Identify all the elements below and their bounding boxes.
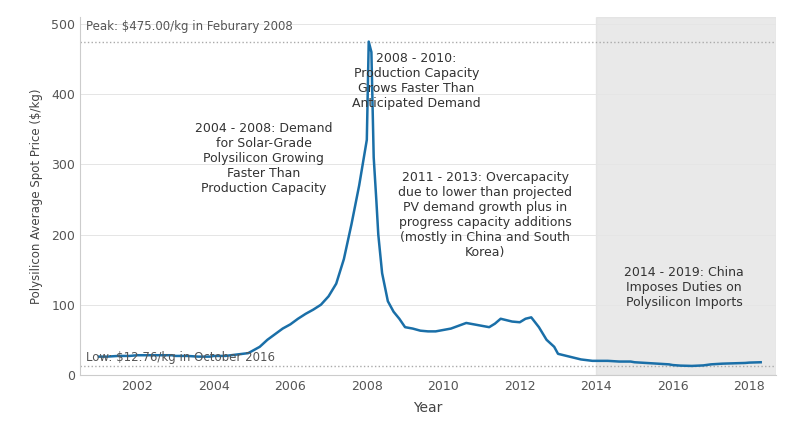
Bar	[596, 17, 776, 375]
Y-axis label: Polysilicon Average Spot Price ($/kg): Polysilicon Average Spot Price ($/kg)	[30, 88, 43, 304]
Text: 2004 - 2008: Demand
for Solar-Grade
Polysilicon Growing
Faster Than
Production C: 2004 - 2008: Demand for Solar-Grade Poly…	[195, 122, 332, 195]
Text: 2014 - 2019: China
Imposes Duties on
Polysilicon Imports: 2014 - 2019: China Imposes Duties on Pol…	[624, 266, 744, 309]
Text: Peak: $475.00/kg in Feburary 2008: Peak: $475.00/kg in Feburary 2008	[86, 20, 293, 33]
Text: 2011 - 2013: Overcapacity
due to lower than projected
PV demand growth plus in
p: 2011 - 2013: Overcapacity due to lower t…	[398, 171, 572, 259]
X-axis label: Year: Year	[414, 401, 442, 415]
Text: Low: $12.76/kg in October 2016: Low: $12.76/kg in October 2016	[86, 351, 274, 364]
Text: 2008 - 2010:
Production Capacity
Grows Faster Than
Anticipated Demand: 2008 - 2010: Production Capacity Grows F…	[352, 52, 481, 110]
